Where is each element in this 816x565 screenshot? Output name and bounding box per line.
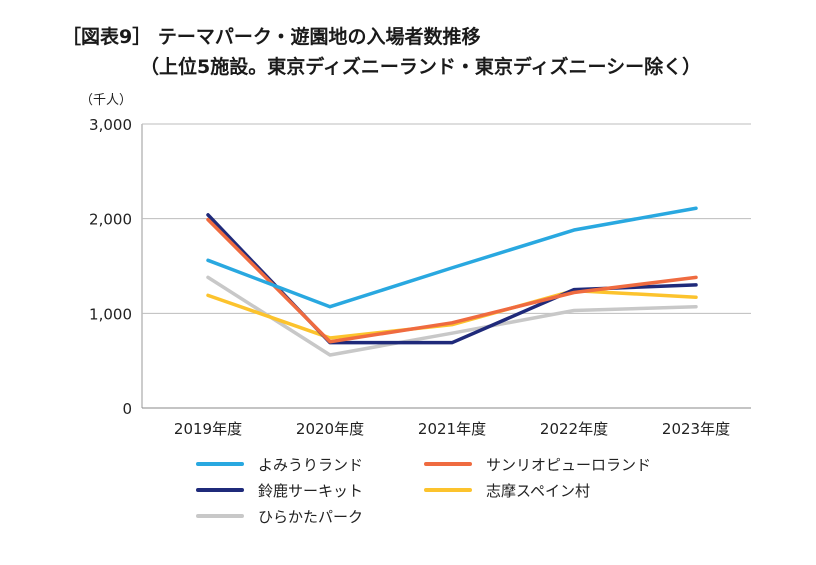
legend-swatch (196, 514, 244, 518)
legend-item-1: よみうりランド (196, 452, 363, 476)
series-line-5 (206, 275, 698, 357)
x-tick-label: 2022年度 (540, 420, 608, 438)
legend-swatch (424, 462, 472, 466)
series-line-2 (206, 217, 698, 344)
legend-label: 志摩スペイン村 (486, 481, 590, 500)
y-tick-label: 0 (122, 400, 132, 418)
x-tick-label: 2023年度 (662, 420, 730, 438)
legend-label: よみうりランド (258, 455, 364, 474)
legend-swatch (196, 488, 244, 492)
legend-item-5: ひらかたパーク (196, 504, 363, 528)
chart-title-line-1: ［図表9］ テーマパーク・遊園地の入場者数推移 (62, 26, 481, 48)
legend-item-4: 志摩スペイン村 (424, 478, 590, 502)
legend-item-2: サンリオピューロランド (424, 452, 651, 476)
line-chart: （千人） 0 1,000 2,000 3,000 2019年度 2020年度 2021年度… (80, 93, 751, 438)
x-tick-label: 2021年度 (418, 420, 486, 438)
legend-swatch (196, 462, 244, 466)
x-tick-label: 2019年度 (174, 420, 242, 438)
series-line-4 (206, 288, 698, 340)
y-tick-label: 2,000 (89, 211, 132, 229)
y-tick-label: 3,000 (89, 116, 132, 134)
chart-title-line-2: （上位5施設。東京ディズニーランド・東京ディズニーシー除く） (140, 56, 702, 78)
legend-label: サンリオピューロランド (486, 455, 652, 474)
y-axis-unit-label: （千人） (80, 93, 132, 108)
legend-label: ひらかたパーク (258, 507, 364, 526)
y-tick-label: 1,000 (89, 305, 132, 323)
legend-swatch (424, 488, 472, 492)
series-line-1 (206, 206, 698, 309)
legend-label: 鈴鹿サーキット (258, 481, 364, 500)
x-tick-label: 2020年度 (296, 420, 364, 438)
legend-item-3: 鈴鹿サーキット (196, 478, 363, 502)
chart-title: ［図表9］ テーマパーク・遊園地の入場者数推移 （上位5施設。東京ディズニーラン… (62, 22, 802, 82)
